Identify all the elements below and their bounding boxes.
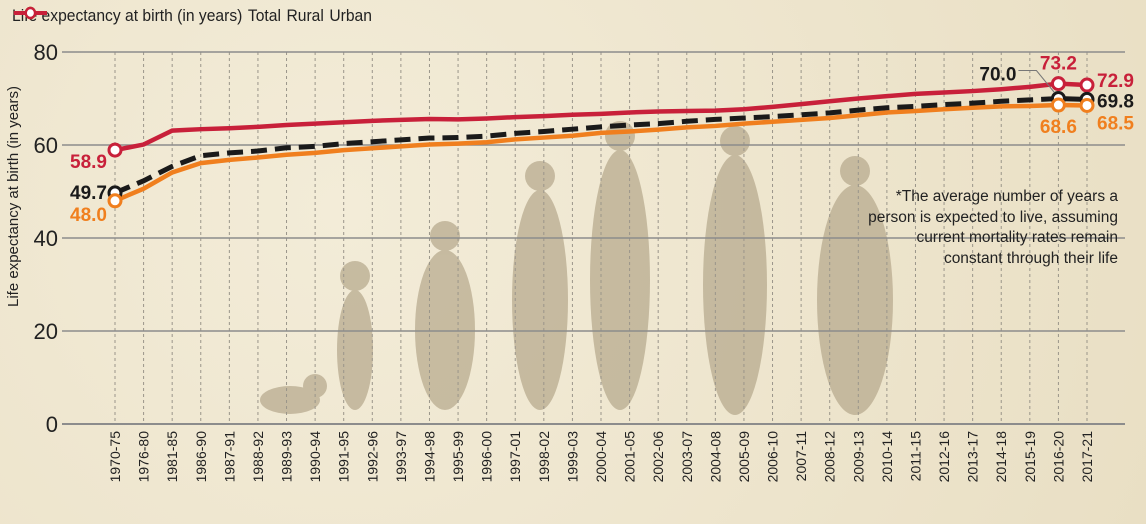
data-point-marker bbox=[107, 142, 123, 158]
x-tick-label: 1990-94 bbox=[307, 431, 323, 483]
x-tick-label: 1986-90 bbox=[193, 431, 209, 483]
silhouette-head bbox=[303, 374, 327, 398]
x-tick-label: 1991-95 bbox=[336, 431, 352, 483]
x-tick-label: 2009-13 bbox=[850, 431, 866, 483]
x-tick-label: 2004-08 bbox=[707, 431, 723, 483]
data-label: 68.6 bbox=[1040, 117, 1077, 138]
silhouette-head bbox=[525, 161, 555, 191]
data-point-marker bbox=[1050, 76, 1066, 92]
x-tick-label: 1998-02 bbox=[536, 431, 552, 483]
x-tick-label: 2007-11 bbox=[793, 431, 809, 482]
x-tick-label: 2008-12 bbox=[822, 431, 838, 483]
silhouette-body bbox=[590, 150, 650, 410]
series-line-total bbox=[114, 95, 1088, 196]
callout-leader-line bbox=[1018, 70, 1055, 93]
data-label: 69.8 bbox=[1097, 91, 1134, 112]
x-tick-label: 2012-16 bbox=[936, 431, 952, 483]
silhouette-body bbox=[260, 386, 320, 414]
y-axis-label: Life expectancy at birth (in years) bbox=[5, 86, 22, 307]
x-tick-label: 2005-09 bbox=[736, 431, 752, 483]
x-tick-label: 2011-15 bbox=[907, 431, 923, 482]
silhouette-figures bbox=[260, 121, 893, 415]
x-tick-label: 1995-99 bbox=[450, 431, 466, 483]
annotation-note: *The average number of years a person is… bbox=[868, 188, 1118, 267]
legend-title: Life expectancy at birth (in years) bbox=[12, 6, 243, 25]
x-tick-label: 2002-06 bbox=[650, 431, 666, 483]
x-tick-label: 2016-20 bbox=[1050, 431, 1066, 483]
y-tick-label: 60 bbox=[34, 133, 58, 158]
x-tick-label: 1976-80 bbox=[136, 431, 152, 483]
data-label: 73.2 bbox=[1040, 54, 1077, 75]
data-point-marker bbox=[107, 193, 123, 209]
x-tick-label: 2013-17 bbox=[965, 431, 981, 483]
silhouette-body bbox=[512, 190, 568, 410]
legend-rural-label: Rural bbox=[286, 6, 324, 25]
silhouette-body bbox=[817, 185, 893, 415]
x-tick-label: 1989-93 bbox=[279, 431, 295, 483]
data-point-marker bbox=[1079, 77, 1095, 93]
data-label: 68.5 bbox=[1097, 113, 1134, 134]
legend-total-label: Total bbox=[247, 6, 281, 25]
series-line-rural bbox=[114, 102, 1088, 203]
data-label: 72.9 bbox=[1097, 71, 1134, 92]
y-tick-label: 0 bbox=[46, 412, 58, 437]
x-tick-label: 2001-05 bbox=[622, 431, 638, 483]
x-tick-label: 2015-19 bbox=[1022, 431, 1038, 483]
silhouette-body bbox=[703, 155, 767, 415]
data-point-marker bbox=[1079, 97, 1095, 113]
x-tick-label: 1970-75 bbox=[107, 431, 123, 483]
silhouette-head bbox=[430, 221, 460, 251]
x-tick-label: 1996-00 bbox=[479, 431, 495, 483]
y-tick-label: 20 bbox=[34, 319, 58, 344]
x-tick-label: 2003-07 bbox=[679, 431, 695, 483]
x-tick-label: 1993-97 bbox=[393, 431, 409, 483]
data-point-marker bbox=[1050, 97, 1066, 113]
x-tick-label: 1988-92 bbox=[250, 431, 266, 483]
x-tick-label: 1994-98 bbox=[421, 431, 437, 483]
data-label: 58.9 bbox=[70, 152, 107, 173]
x-tick-label: 2000-04 bbox=[593, 431, 609, 483]
data-label: 70.0 bbox=[979, 65, 1016, 86]
legend-urban-label: Urban bbox=[329, 6, 372, 25]
legend: Life expectancy at birth (in years) Tota… bbox=[12, 6, 372, 26]
y-tick-label: 80 bbox=[34, 40, 58, 65]
x-tick-label: 1999-03 bbox=[564, 431, 580, 483]
silhouette-head bbox=[840, 156, 870, 186]
x-tick-label: 1987-91 bbox=[221, 431, 237, 483]
data-label: 49.7 bbox=[70, 183, 107, 204]
x-tick-label: 2017-21 bbox=[1079, 431, 1095, 483]
x-tick-label: 1981-85 bbox=[164, 431, 180, 483]
x-tick-label: 2014-18 bbox=[993, 431, 1009, 483]
silhouette-body bbox=[337, 290, 373, 410]
silhouette-body bbox=[415, 250, 475, 410]
x-tick-label: 1997-01 bbox=[507, 431, 523, 483]
x-tick-label: 1992-96 bbox=[364, 431, 380, 483]
silhouette-head bbox=[340, 261, 370, 291]
silhouette-head bbox=[720, 126, 750, 156]
x-tick-label: 2006-10 bbox=[765, 431, 781, 483]
y-tick-label: 40 bbox=[34, 226, 58, 251]
data-label: 48.0 bbox=[70, 205, 107, 226]
x-tick-label: 2010-14 bbox=[879, 431, 895, 483]
legend-urban-marker bbox=[13, 6, 47, 20]
series-line-urban bbox=[114, 81, 1088, 153]
